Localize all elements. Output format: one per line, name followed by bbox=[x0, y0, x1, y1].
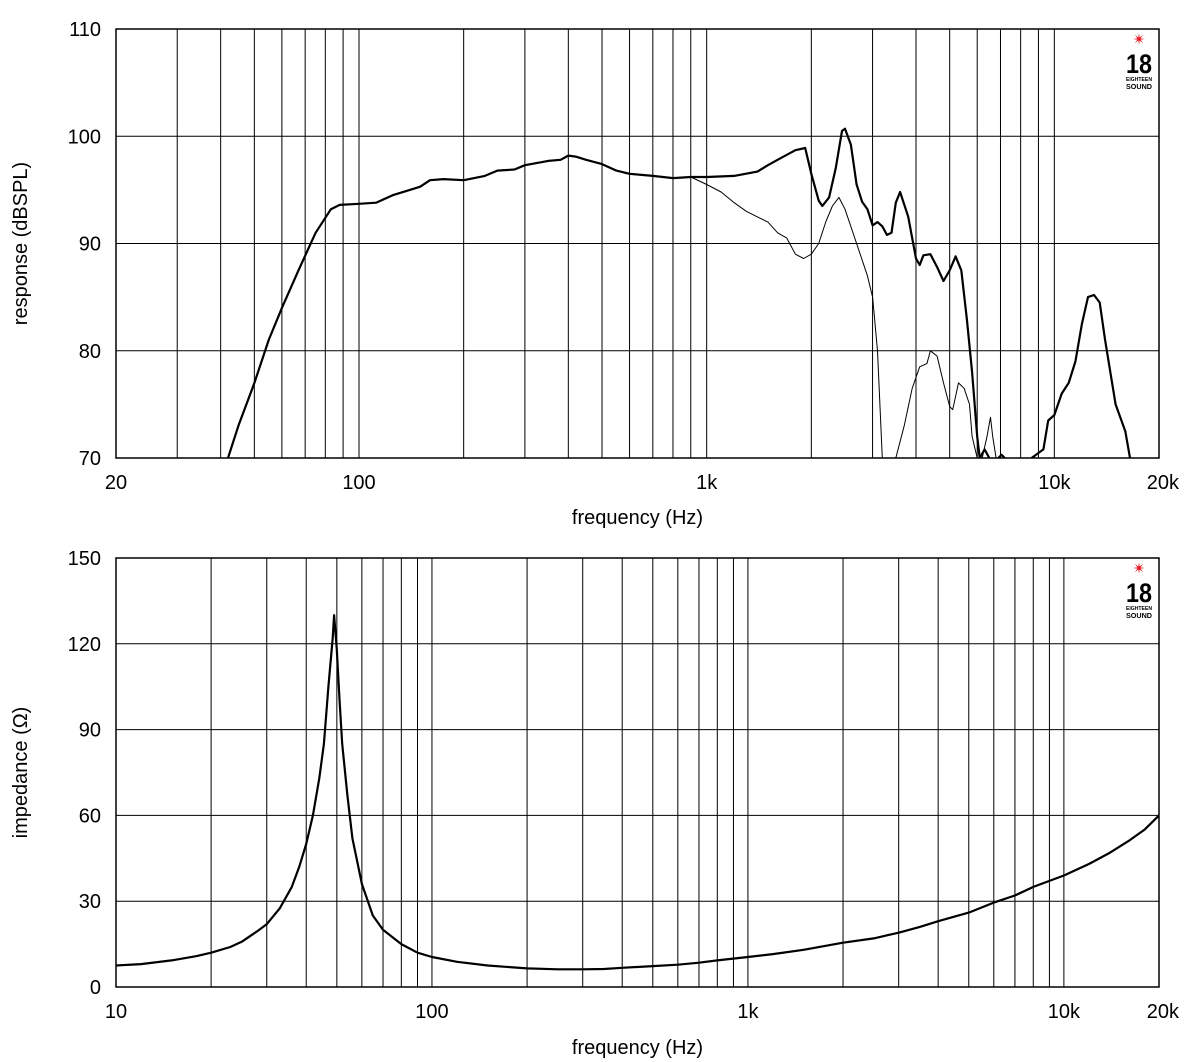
impedance-x-tick-label: 1k bbox=[737, 1001, 759, 1023]
impedance-gridlines bbox=[116, 558, 1159, 987]
impedance-chart: 10 100 1k 10k 20k 0 30 60 90 120 150 frequency (Hz… bbox=[10, 548, 1180, 1059]
impedance-y-tick-label: 90 bbox=[79, 720, 101, 742]
response-series-thick-line bbox=[1030, 293, 1132, 458]
response-chart: 20 100 1k 10k 20k 70 80 90 100 110 frequency (Hz)… bbox=[10, 19, 1180, 529]
impedance-y-axis-label: impedance (Ω) bbox=[10, 707, 32, 839]
impedance-y-tick-label: 60 bbox=[79, 805, 101, 827]
response-series-thick-line bbox=[997, 453, 1006, 458]
logo-number: 18 bbox=[1126, 49, 1152, 79]
impedance-series bbox=[116, 614, 1159, 971]
response-x-tick-label: 10k bbox=[1038, 472, 1071, 494]
impedance-x-tick-label: 20k bbox=[1147, 1001, 1180, 1023]
impedance-series-thick-line bbox=[116, 614, 1159, 971]
response-gridlines bbox=[116, 29, 1159, 458]
impedance-y-tick-label: 30 bbox=[79, 891, 101, 913]
response-y-tick-label: 90 bbox=[79, 234, 101, 256]
logo-small-text: EIGHTEEN bbox=[1126, 606, 1152, 612]
impedance-plot-frame bbox=[115, 557, 1160, 988]
impedance-x-tick-label: 100 bbox=[415, 1001, 448, 1023]
impedance-tick-labels: 10 100 1k 10k 20k 0 30 60 90 120 150 bbox=[68, 548, 1180, 1023]
response-x-tick-label: 20 bbox=[105, 472, 127, 494]
response-x-tick-label: 1k bbox=[696, 472, 718, 494]
logo-word: SOUND bbox=[1126, 84, 1152, 91]
response-y-axis-label: response (dBSPL) bbox=[10, 162, 32, 325]
impedance-y-tick-label: 120 bbox=[68, 634, 101, 656]
response-x-axis-label: frequency (Hz) bbox=[572, 507, 703, 529]
response-series-thin-line bbox=[981, 416, 997, 458]
response-series bbox=[226, 127, 1132, 458]
logo-number: 18 bbox=[1126, 578, 1152, 608]
impedance-y-tick-label: 0 bbox=[90, 977, 101, 999]
impedance-x-tick-label: 10k bbox=[1048, 1001, 1081, 1023]
response-y-tick-label: 80 bbox=[79, 341, 101, 363]
response-y-tick-label: 100 bbox=[68, 126, 101, 148]
response-plot-frame bbox=[115, 28, 1160, 459]
eighteen-sound-logo: 18 EIGHTEEN SOUND bbox=[1126, 33, 1152, 91]
eighteen-sound-logo: 18 EIGHTEEN SOUND bbox=[1126, 562, 1152, 620]
response-y-tick-label: 70 bbox=[79, 448, 101, 470]
logo-star-icon bbox=[1133, 33, 1145, 45]
response-series-thick-line bbox=[226, 127, 991, 458]
response-tick-labels: 20 100 1k 10k 20k 70 80 90 100 110 bbox=[68, 19, 1180, 494]
response-series-thin-line bbox=[895, 350, 978, 458]
impedance-x-axis-label: frequency (Hz) bbox=[572, 1037, 703, 1059]
response-series-thin-line bbox=[690, 176, 883, 458]
response-x-tick-label: 20k bbox=[1147, 472, 1180, 494]
logo-star-icon bbox=[1133, 562, 1145, 574]
impedance-x-tick-label: 10 bbox=[105, 1001, 127, 1023]
impedance-y-tick-label: 150 bbox=[68, 548, 101, 570]
logo-word: SOUND bbox=[1126, 613, 1152, 620]
response-x-tick-label: 100 bbox=[342, 472, 375, 494]
response-y-tick-label: 110 bbox=[69, 19, 101, 41]
logo-small-text: EIGHTEEN bbox=[1126, 77, 1152, 83]
